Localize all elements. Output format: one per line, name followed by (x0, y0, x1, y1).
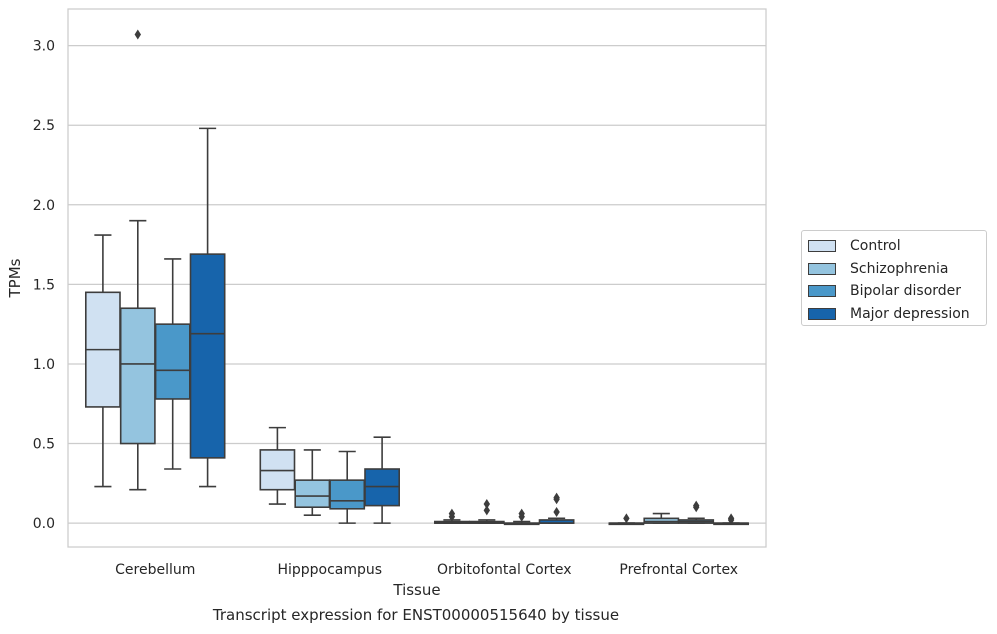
box-major-depression (364, 436, 401, 524)
legend-swatch (808, 307, 836, 320)
box-control (259, 426, 296, 505)
outlier-point (623, 513, 630, 524)
box-plot-boxes (84, 29, 750, 526)
outlier-point (727, 513, 735, 524)
x-axis-ticks: Cerebellum Hipppocampus Orbitofontal Corte… (115, 562, 738, 578)
y-axis-label: TPMs (6, 258, 24, 298)
box-schizophrenia (468, 499, 505, 524)
outlier-point (134, 29, 141, 40)
box-iqr (329, 479, 366, 510)
chart-caption: Transcript expression for ENST0000051564… (212, 606, 620, 624)
box-control (84, 234, 121, 488)
y-tick-label: 0.5 (33, 437, 55, 453)
outlier-point (483, 505, 490, 516)
box-bipolar-disorder (329, 450, 366, 524)
y-tick-label: 3.0 (33, 39, 55, 55)
legend-item: Major depression (808, 303, 986, 326)
box-iqr (294, 479, 331, 509)
box-schizophrenia (643, 512, 680, 524)
x-axis-label: Tissue (392, 581, 440, 599)
y-tick-label: 1.5 (33, 277, 55, 293)
outlier-point (693, 500, 700, 511)
outlier-point (518, 508, 525, 519)
y-tick-label: 2.0 (33, 198, 55, 214)
box-iqr (119, 307, 156, 445)
plot-frame (67, 8, 767, 548)
legend: Control Schizophrenia Bipolar disorder Majo… (801, 230, 987, 326)
box-iqr (154, 323, 191, 400)
legend-swatch (808, 262, 836, 275)
box-major-depression (189, 127, 226, 488)
box-iqr (189, 253, 226, 459)
legend-item: Bipolar disorder (808, 280, 986, 303)
box-schizophrenia (294, 449, 331, 516)
box-bipolar-disorder (678, 500, 715, 524)
outlier-point (448, 508, 456, 519)
legend-label: Schizophrenia (850, 260, 949, 277)
outlier-point (553, 492, 560, 503)
outlier-point (553, 506, 560, 517)
y-tick-label: 1.0 (33, 357, 55, 373)
legend-item: Schizophrenia (808, 258, 986, 281)
box-control (433, 508, 470, 524)
box-bipolar-disorder (503, 508, 540, 526)
legend-swatch (808, 285, 836, 298)
box-major-depression (713, 513, 750, 526)
box-control (608, 513, 645, 526)
legend-item: Control (808, 235, 986, 258)
legend-swatch (808, 240, 836, 253)
legend-label: Control (850, 238, 901, 255)
outlier-point (483, 499, 490, 510)
legend-label: Bipolar disorder (850, 283, 962, 300)
x-tick-label: Prefrontal Cortex (619, 562, 738, 578)
y-tick-label: 2.5 (33, 118, 55, 134)
legend-label: Major depression (850, 305, 970, 322)
x-tick-label: Orbitofontal Cortex (437, 562, 572, 578)
x-tick-label: Hipppocampus (277, 562, 382, 578)
box-major-depression (538, 492, 575, 524)
x-tick-label: Cerebellum (115, 562, 195, 578)
box-schizophrenia (119, 29, 156, 491)
y-tick-label: 0.0 (33, 516, 55, 532)
y-axis-ticks: 0.0 0.5 1.0 1.5 2.0 2.5 3.0 (33, 39, 55, 533)
box-bipolar-disorder (154, 258, 191, 470)
